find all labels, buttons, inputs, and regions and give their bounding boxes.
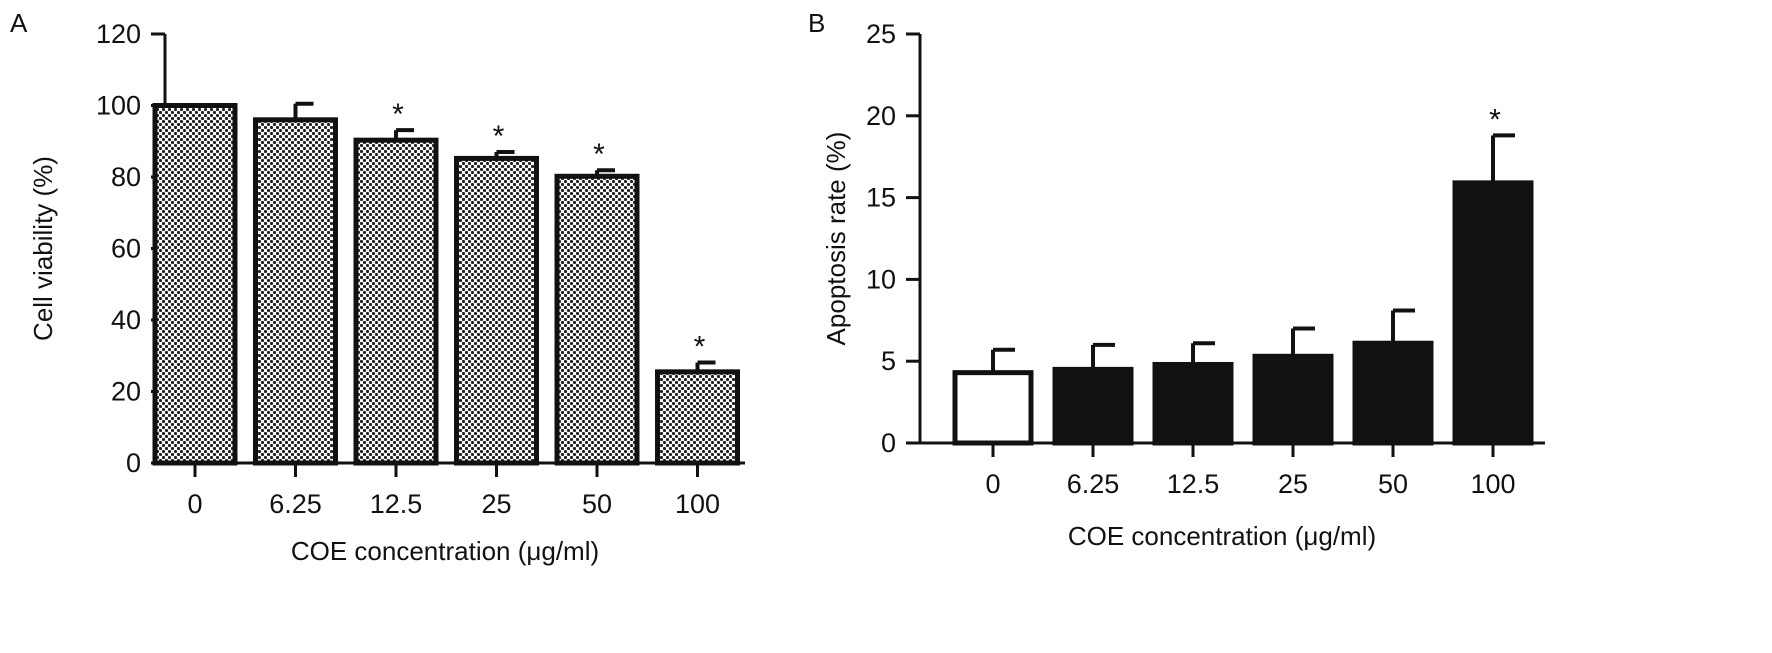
y-tick-label: 120 [96, 19, 141, 49]
bar-25 [1252, 353, 1334, 446]
bar-0 [952, 370, 1034, 446]
x-tick-label: 25 [1278, 469, 1308, 499]
y-tick-label: 15 [866, 183, 896, 213]
x-tick-label: 12.5 [370, 489, 423, 519]
x-tick-label: 12.5 [1167, 469, 1220, 499]
y-tick-label: 40 [111, 305, 141, 335]
x-tick-label: 0 [985, 469, 1000, 499]
x-tick-label: 50 [582, 489, 612, 519]
bar-100 [1452, 180, 1534, 446]
panel-label-b: B [808, 8, 825, 38]
y-tick-label: 60 [111, 234, 141, 264]
x-axis-title: COE concentration (μg/ml) [291, 536, 599, 566]
bar-25 [454, 155, 539, 466]
y-tick-label: 20 [111, 377, 141, 407]
y-tick-label: 5 [881, 346, 896, 376]
bar-0 [152, 103, 238, 466]
x-tick-label: 6.25 [1067, 469, 1120, 499]
x-tick-label: 0 [187, 489, 202, 519]
x-tick-label: 100 [1470, 469, 1515, 499]
bar-6.25 [253, 117, 338, 466]
significance-star: * [593, 138, 605, 171]
bar-12.5 [353, 137, 439, 466]
y-tick-label: 0 [881, 428, 896, 458]
bar-50 [554, 173, 640, 466]
bar-12.5 [1152, 361, 1234, 446]
y-tick-label: 25 [866, 19, 896, 49]
significance-star: * [694, 331, 706, 364]
significance-star: * [493, 120, 505, 153]
panel-label-a: A [10, 8, 28, 38]
significance-star: * [392, 98, 404, 131]
bar-100 [655, 369, 740, 466]
bar-50 [1352, 340, 1434, 446]
y-axis-title: Cell viability (%) [28, 156, 58, 341]
y-tick-label: 20 [866, 101, 896, 131]
bar-6.25 [1052, 366, 1134, 446]
y-tick-label: 80 [111, 162, 141, 192]
panel-b-chart: 0 5 10 15 20 25 0 6.25 12.5 25 50 100 * COE concentra… [821, 19, 1545, 551]
x-tick-label: 25 [481, 489, 511, 519]
significance-star: * [1489, 103, 1501, 136]
y-tick-label: 0 [126, 448, 141, 478]
panel-a-chart: 0 20 40 60 80 100 120 0 6.25 12.5 * 25 * 50 * 100 * COE c… [28, 19, 745, 566]
x-axis-title: COE concentration (μg/ml) [1068, 521, 1376, 551]
x-tick-label: 6.25 [269, 489, 322, 519]
y-tick-label: 10 [866, 264, 896, 294]
x-tick-label: 50 [1378, 469, 1408, 499]
y-axis-title: Apoptosis rate (%) [821, 132, 851, 346]
y-tick-label: 100 [96, 91, 141, 121]
x-tick-label: 100 [675, 489, 720, 519]
